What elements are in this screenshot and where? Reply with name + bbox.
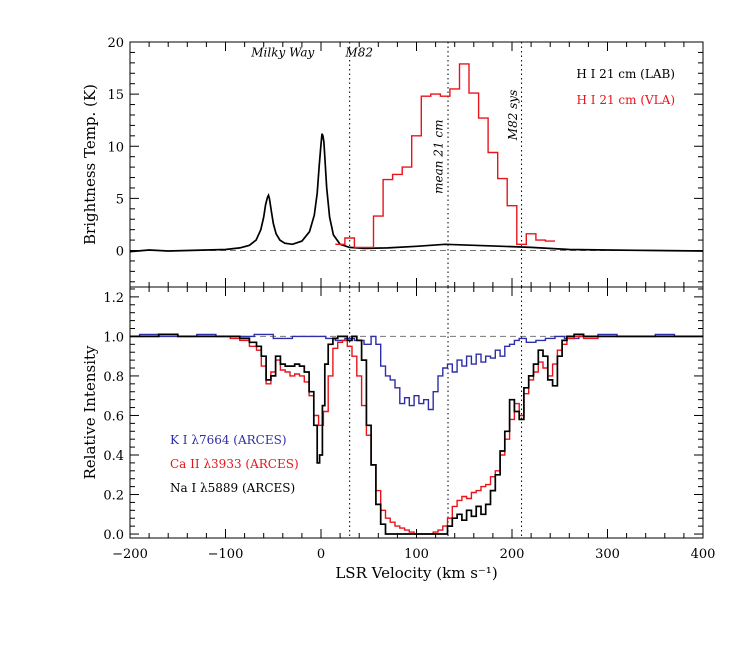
x-tick-label: 100 — [404, 547, 429, 562]
y-tick-label: 15 — [107, 88, 124, 103]
annotation-label: M82 sys — [506, 90, 520, 141]
series-group — [130, 63, 703, 253]
y-tick-label: 20 — [107, 36, 124, 51]
series-line-h-i — [335, 63, 555, 249]
y-tick-label: 0.4 — [103, 449, 124, 464]
x-axis-label: LSR Velocity (km s⁻¹) — [335, 564, 497, 582]
y-tick-label: 0.2 — [103, 489, 124, 504]
y-axis-label: Brightness Temp. (K) — [81, 84, 99, 245]
series-line-k-i — [130, 333, 703, 411]
legend-entry: Na I λ5889 (ARCES) — [170, 481, 295, 495]
y-axis-label: Relative Intensity — [81, 345, 99, 480]
annotation-label: mean 21 cm — [431, 119, 445, 193]
annotation-label: M82 — [344, 46, 373, 60]
y-tick-label: 1.0 — [103, 330, 124, 345]
bottom-panel: 0.0 0.2 0.4 0.6 0.8 1.0 1.2 −200 −100 0 100 200 300 4… — [81, 286, 716, 582]
top-panel: 0 5 10 15 20 Brightness Temp. (K) Milky Way M82… — [81, 36, 704, 288]
legend-entry: H I 21 cm (VLA) — [577, 93, 676, 107]
y-tick-label: 5 — [116, 192, 124, 207]
series-line-ca-ii — [130, 333, 703, 535]
x-tick-label: −100 — [208, 547, 244, 562]
y-tick-label: 0.0 — [103, 528, 124, 543]
annotation-label: Milky Way — [250, 46, 314, 60]
y-tick-label: 10 — [107, 140, 124, 155]
x-tick-label: −200 — [112, 547, 148, 562]
series-line-h-i — [130, 133, 703, 253]
plot-frame — [129, 286, 704, 539]
y-tick-label: 1.2 — [103, 291, 124, 306]
y-tick-label: 0.8 — [103, 370, 124, 385]
legend-entry: Ca II λ3933 (ARCES) — [170, 457, 299, 471]
x-tick-label: 300 — [595, 547, 620, 562]
legend-entry: H I 21 cm (LAB) — [576, 67, 675, 81]
legend-entry: K I λ7664 (ARCES) — [170, 433, 287, 447]
x-tick-label: 400 — [691, 547, 716, 562]
x-tick-label: 0 — [317, 547, 325, 562]
y-tick-label: 0.6 — [103, 409, 124, 424]
x-tick-label: 200 — [500, 547, 525, 562]
y-tick-label: 0 — [116, 245, 124, 260]
